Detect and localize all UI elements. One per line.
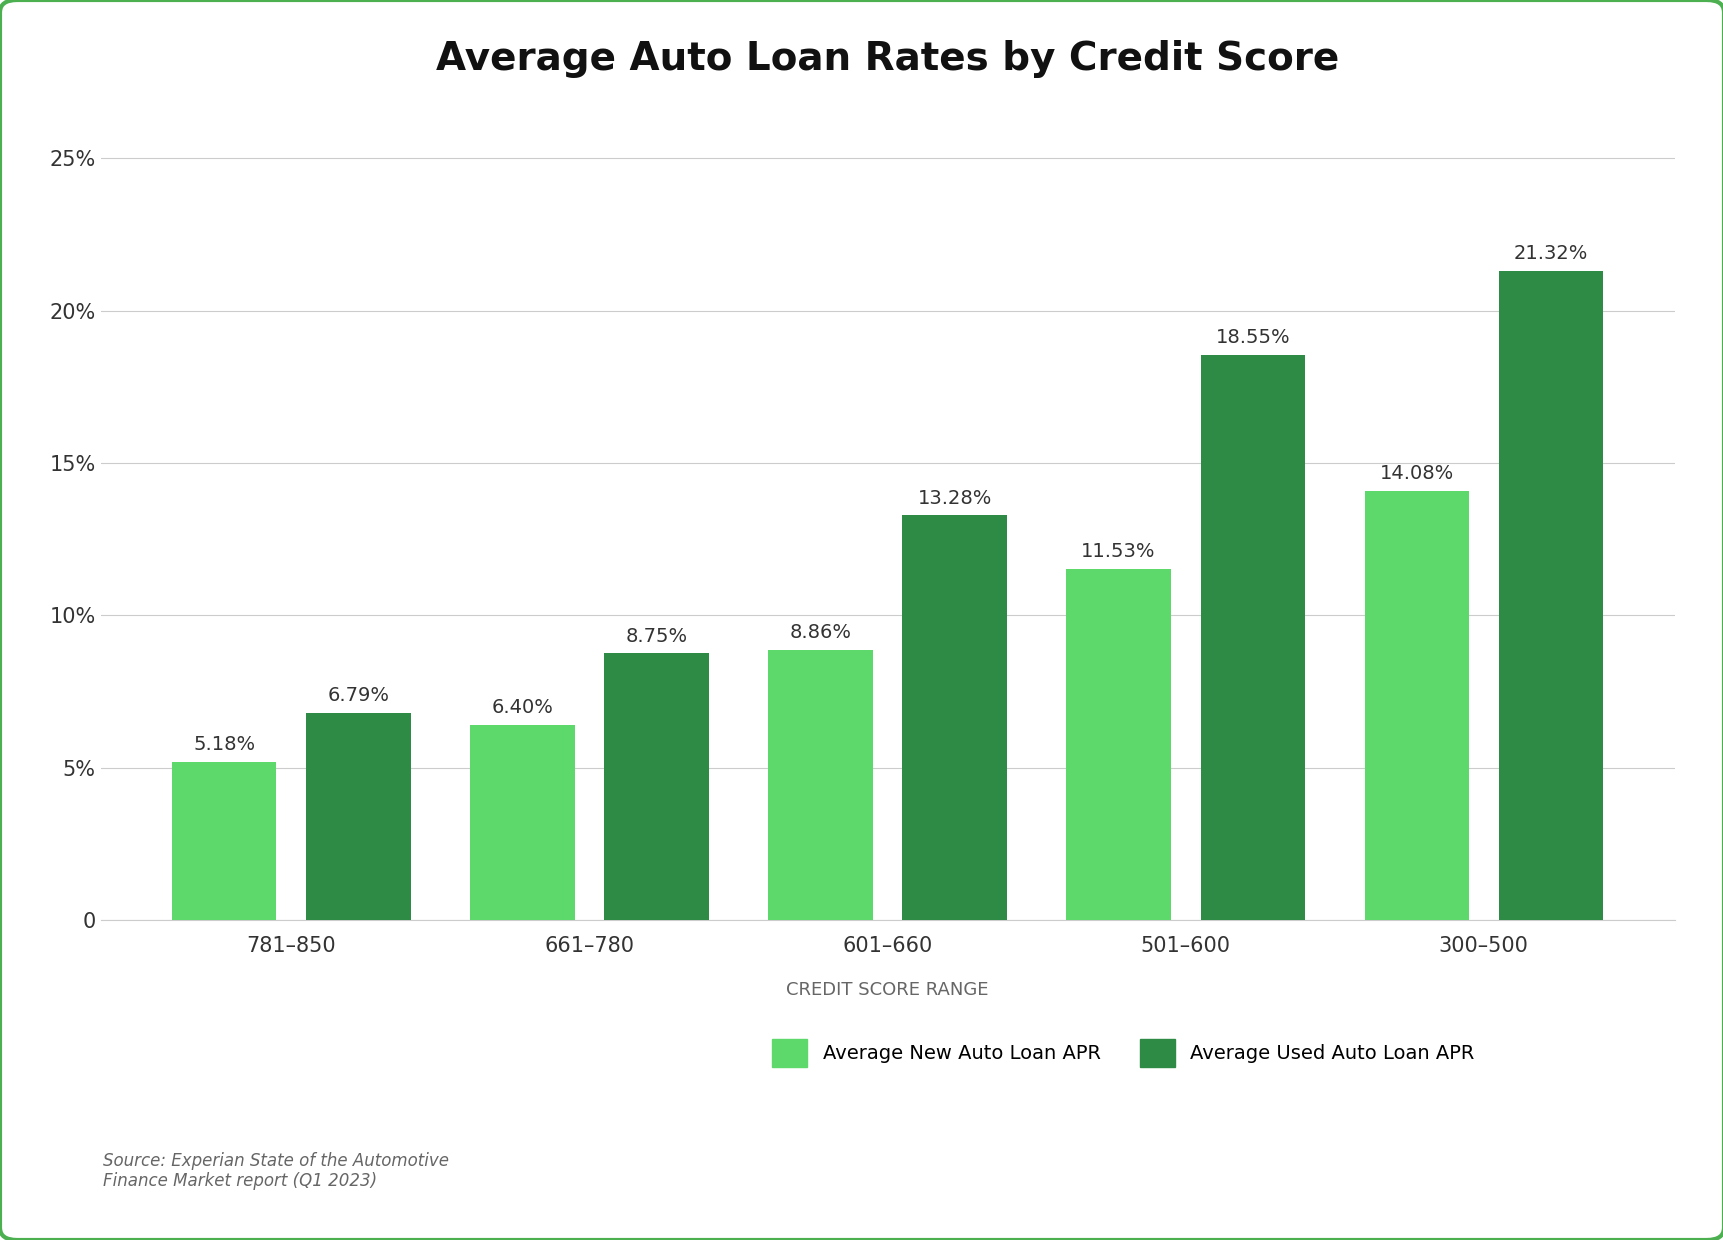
Text: 8.86%: 8.86%: [789, 624, 851, 642]
Bar: [470, 725, 574, 920]
Bar: [172, 763, 276, 920]
Bar: [1067, 569, 1170, 920]
Text: 14.08%: 14.08%: [1378, 465, 1452, 484]
Text: 5.18%: 5.18%: [193, 735, 255, 754]
Bar: [1497, 270, 1602, 920]
Legend: Average New Auto Loan APR, Average Used Auto Loan APR: Average New Auto Loan APR, Average Used …: [765, 1032, 1482, 1075]
Bar: [1199, 355, 1304, 920]
Bar: [1363, 491, 1468, 920]
Text: Source: Experian State of the Automotive
Finance Market report (Q1 2023): Source: Experian State of the Automotive…: [103, 1152, 450, 1190]
Bar: [768, 650, 872, 920]
Bar: [901, 516, 1006, 920]
Text: 21.32%: 21.32%: [1513, 244, 1587, 263]
X-axis label: CREDIT SCORE RANGE: CREDIT SCORE RANGE: [786, 981, 989, 999]
Text: 6.40%: 6.40%: [491, 698, 553, 717]
Text: 8.75%: 8.75%: [625, 626, 687, 646]
Bar: [605, 653, 708, 920]
Title: Average Auto Loan Rates by Credit Score: Average Auto Loan Rates by Credit Score: [436, 40, 1339, 78]
Text: 6.79%: 6.79%: [327, 687, 389, 706]
Text: 13.28%: 13.28%: [917, 489, 991, 507]
Bar: [307, 713, 410, 920]
Text: 18.55%: 18.55%: [1215, 329, 1289, 347]
Text: 11.53%: 11.53%: [1080, 542, 1154, 560]
